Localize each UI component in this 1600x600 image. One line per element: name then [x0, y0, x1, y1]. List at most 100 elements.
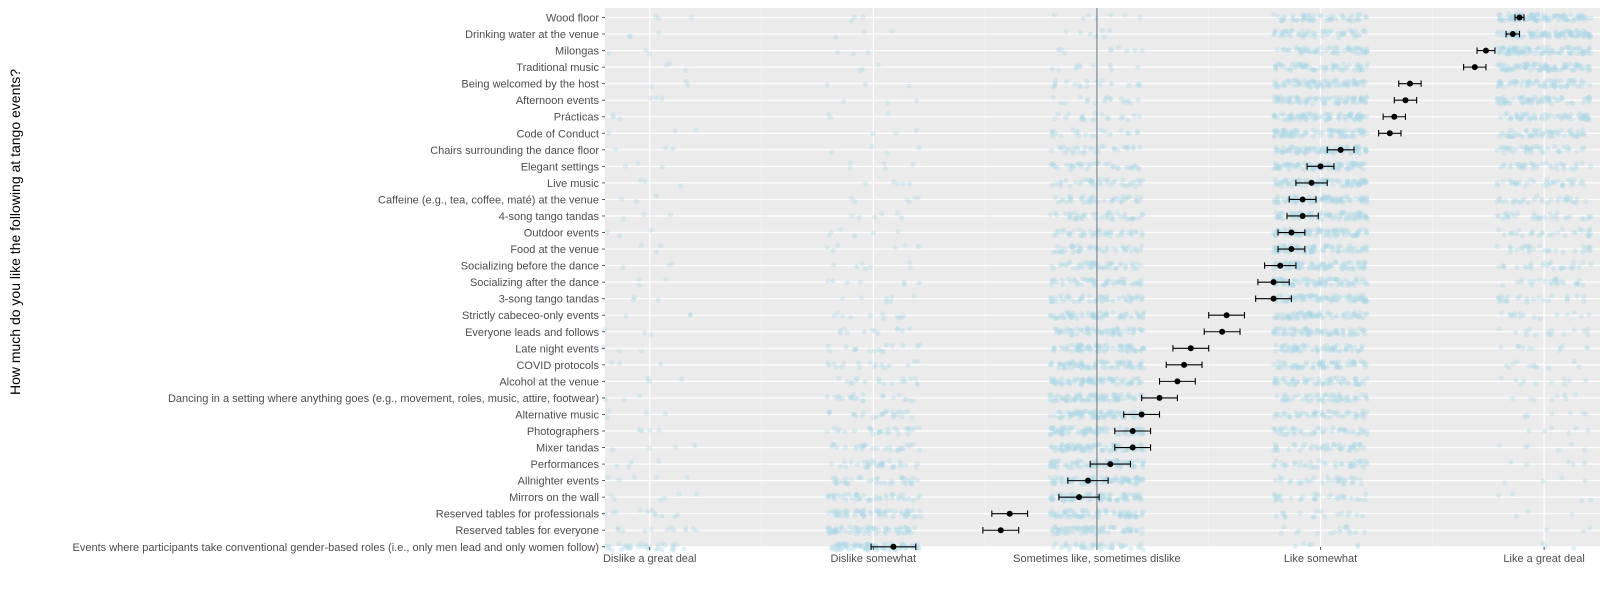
jitter-point — [1530, 297, 1537, 303]
jitter-point — [1334, 364, 1340, 370]
jitter-point — [1514, 34, 1520, 40]
jitter-point — [1530, 31, 1536, 37]
jitter-point — [1532, 380, 1539, 387]
jitter-point — [1546, 18, 1552, 24]
jitter-point — [870, 230, 877, 236]
jitter-point — [1512, 62, 1519, 69]
jitter-point — [1282, 83, 1288, 89]
jitter-point — [1130, 146, 1137, 152]
jitter-point — [862, 379, 868, 385]
jitter-point — [1326, 263, 1332, 269]
jitter-point — [1289, 27, 1295, 34]
jitter-point — [1324, 377, 1330, 383]
jitter-point — [871, 364, 878, 370]
jitter-point — [1107, 28, 1113, 34]
jitter-point — [1301, 14, 1307, 20]
jitter-point — [1547, 78, 1553, 84]
jitter-point — [1540, 65, 1547, 71]
jitter-point — [1574, 45, 1580, 51]
jitter-point — [1137, 14, 1143, 21]
jitter-point — [1553, 276, 1559, 282]
jitter-point — [1352, 80, 1358, 86]
jitter-point — [1279, 377, 1286, 383]
jitter-point — [1544, 32, 1550, 38]
jitter-point — [1569, 78, 1575, 84]
jitter-point — [1311, 115, 1317, 121]
jitter-point — [1534, 11, 1540, 17]
jitter-point — [1099, 428, 1105, 435]
jitter-point — [1311, 79, 1317, 85]
jitter-point — [1135, 458, 1141, 464]
jitter-point — [1310, 262, 1316, 268]
jitter-point — [1299, 310, 1305, 316]
jitter-point — [631, 294, 637, 301]
jitter-point — [1335, 409, 1341, 415]
jitter-point — [906, 426, 912, 432]
jitter-point — [1495, 29, 1501, 35]
jitter-point — [1580, 33, 1587, 40]
jitter-point — [606, 130, 612, 136]
jitter-point — [1072, 411, 1078, 417]
jitter-point — [1531, 278, 1537, 284]
jitter-point — [1345, 397, 1351, 403]
jitter-point — [867, 264, 874, 270]
jitter-point — [1496, 442, 1503, 449]
jitter-point — [844, 280, 850, 286]
jitter-point — [1281, 133, 1287, 139]
jitter-point — [1057, 248, 1063, 255]
jitter-point — [1138, 247, 1144, 253]
jitter-point — [1079, 296, 1085, 302]
jitter-point — [891, 464, 897, 470]
jitter-point — [1271, 377, 1278, 383]
jitter-point — [896, 392, 902, 398]
jitter-point — [1082, 149, 1088, 155]
jitter-point — [1494, 147, 1500, 154]
jitter-point — [622, 163, 629, 169]
jitter-point — [1499, 45, 1505, 51]
jitter-point — [1571, 82, 1577, 88]
jitter-point — [835, 428, 841, 435]
jitter-point — [1323, 460, 1329, 466]
jitter-point — [874, 480, 880, 486]
jitter-point — [1290, 376, 1296, 382]
jitter-point — [1275, 363, 1281, 369]
jitter-point — [1529, 34, 1535, 40]
jitter-point — [1311, 49, 1317, 55]
jitter-point — [1313, 282, 1319, 289]
jitter-point — [899, 414, 905, 420]
jitter-point — [1335, 331, 1341, 337]
jitter-point — [1494, 243, 1500, 249]
jitter-point — [1552, 64, 1558, 70]
jitter-point — [1093, 150, 1099, 156]
jitter-point — [1350, 263, 1356, 270]
jitter-point — [1278, 61, 1284, 68]
jitter-point — [1346, 17, 1352, 23]
jitter-point — [1322, 67, 1328, 73]
jitter-point — [1522, 264, 1528, 270]
jitter-point — [1140, 345, 1146, 351]
jitter-point — [1575, 15, 1582, 21]
jitter-point — [1511, 46, 1517, 52]
jitter-point — [605, 408, 611, 414]
jitter-point — [1356, 145, 1362, 151]
jitter-point — [842, 444, 849, 450]
jitter-point — [1500, 84, 1506, 90]
jitter-point — [1066, 379, 1072, 385]
jitter-point — [1504, 213, 1510, 220]
jitter-point — [1541, 428, 1548, 434]
jitter-point — [1346, 362, 1353, 368]
jitter-point — [1561, 196, 1567, 203]
jitter-point — [1305, 48, 1312, 54]
jitter-point — [1302, 82, 1309, 88]
jitter-point — [1542, 63, 1548, 69]
jitter-point — [1497, 81, 1503, 87]
jitter-point — [1358, 79, 1364, 85]
jitter-point — [1534, 143, 1540, 150]
jitter-point — [884, 150, 890, 156]
jitter-point — [1323, 116, 1329, 122]
jitter-point — [1355, 61, 1361, 68]
jitter-point — [1299, 61, 1305, 68]
jitter-point — [1351, 279, 1357, 285]
jitter-point — [1314, 425, 1321, 431]
jitter-point — [1320, 480, 1326, 486]
